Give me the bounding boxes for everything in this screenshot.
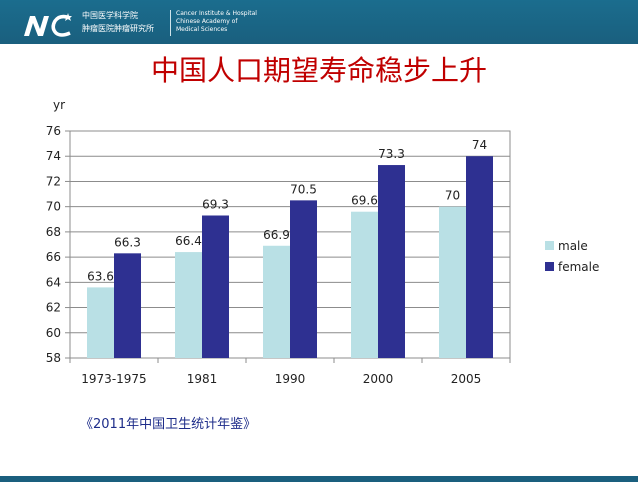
- y-tick-label: 74: [46, 149, 61, 163]
- institution-name-chinese: 中国医学科学院 肿瘤医院肿瘤研究所: [82, 9, 166, 35]
- y-tick-label: 76: [46, 124, 61, 138]
- data-label-female: 70.5: [290, 182, 317, 196]
- bar-male: [87, 287, 114, 358]
- header-divider: [170, 10, 171, 36]
- bar-male: [351, 211, 378, 358]
- y-tick-label: 68: [46, 225, 61, 239]
- data-label-female: 74: [472, 138, 487, 152]
- data-label-male: 66.9: [263, 228, 290, 242]
- x-tick-label: 1981: [187, 372, 218, 386]
- slide-title: 中国人口期望寿命稳步上升: [150, 54, 487, 87]
- life-expectancy-bar-chart: 58 60 62 64 66 68 70 72 74 76 yr 1973-1975 63.6 66.3 1…: [46, 98, 600, 386]
- bar-male: [175, 252, 202, 358]
- y-tick-label: 66: [46, 250, 61, 264]
- data-label-female: 69.3: [202, 197, 229, 211]
- y-tick-label: 72: [46, 174, 61, 188]
- institution-cn-line1: 中国医学科学院: [82, 11, 138, 20]
- source-citation: 《2011年中国卫生统计年鉴》: [80, 417, 257, 432]
- y-tick-label: 64: [46, 275, 61, 289]
- y-tick-label: 70: [46, 200, 61, 214]
- x-tick-label: 2005: [451, 372, 482, 386]
- institution-logo: [24, 13, 72, 37]
- data-label-female: 66.3: [114, 235, 141, 249]
- data-label-female: 73.3: [378, 147, 405, 161]
- data-label-male: 66.4: [175, 234, 202, 248]
- bar-female: [378, 165, 405, 358]
- y-tick-label: 58: [46, 351, 61, 365]
- legend-swatch-female: [545, 262, 554, 271]
- x-tick-label: 2000: [363, 372, 394, 386]
- data-label-male: 69.6: [351, 194, 378, 208]
- y-tick-label: 62: [46, 301, 61, 315]
- institution-cn-line2: 肿瘤医院肿瘤研究所: [82, 24, 154, 33]
- bar-male: [439, 206, 466, 358]
- bar-female: [114, 253, 141, 358]
- institution-en-line3: Medical Sciences: [176, 26, 228, 33]
- institution-en-line1: Cancer Institute & Hospital: [176, 10, 257, 17]
- bar-male: [263, 245, 290, 358]
- data-label-male: 70: [445, 189, 460, 203]
- y-axis-label: yr: [53, 98, 65, 112]
- legend-swatch-male: [545, 241, 554, 250]
- y-tick-label: 60: [46, 326, 61, 340]
- legend-label-male: male: [558, 239, 588, 253]
- legend-label-female: female: [558, 260, 599, 274]
- bar-female: [466, 156, 493, 358]
- x-tick-label: 1990: [275, 372, 306, 386]
- header-bar: 中国医学科学院 肿瘤医院肿瘤研究所 Cancer Institute & Hos…: [0, 0, 638, 44]
- bar-female: [202, 215, 229, 358]
- x-tick-label: 1973-1975: [81, 372, 146, 386]
- data-label-male: 63.6: [87, 269, 114, 283]
- institution-en-line2: Chinese Academy of: [176, 18, 238, 25]
- bottom-border: [0, 476, 638, 482]
- institution-name-english: Cancer Institute & Hospital Chinese Acad…: [176, 10, 286, 34]
- bar-female: [290, 200, 317, 358]
